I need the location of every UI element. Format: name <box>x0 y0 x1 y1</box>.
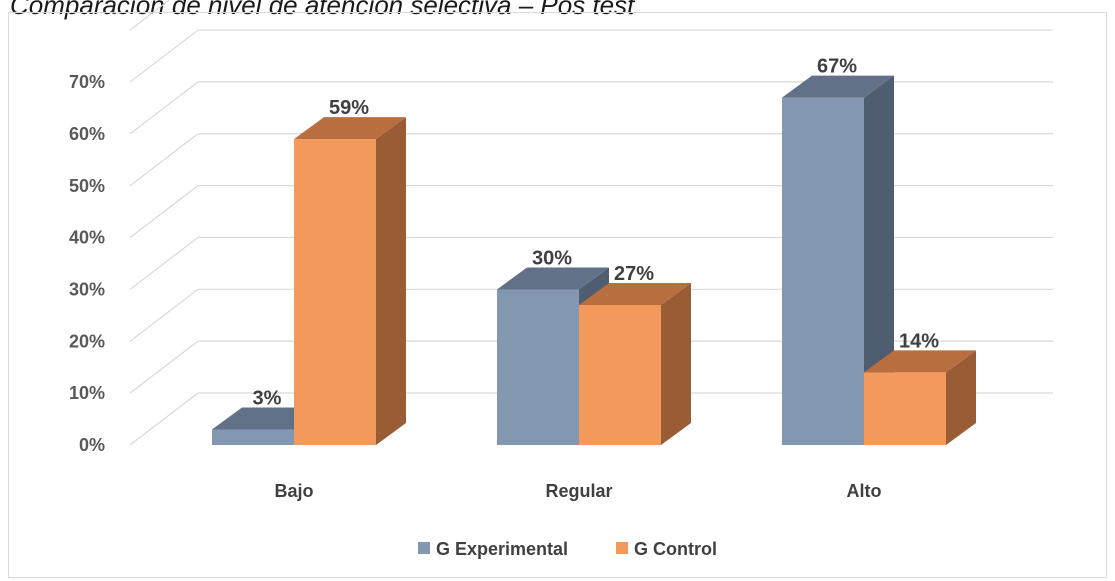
data-label: 3% <box>253 387 282 409</box>
gridline-diagonal <box>129 288 199 342</box>
y-tick-label: 30% <box>69 279 105 299</box>
bar-side <box>376 117 406 446</box>
chart-title: Comparación de nivel de atención selecti… <box>10 0 635 20</box>
data-label: 14% <box>899 330 939 352</box>
y-tick-label: 50% <box>69 176 105 196</box>
legend-swatch <box>616 542 628 554</box>
gridline-diagonal <box>129 340 199 394</box>
bar <box>294 139 376 445</box>
x-tick-label: Alto <box>847 481 882 501</box>
bar-top <box>864 350 976 373</box>
bar <box>579 305 661 445</box>
x-tick-label: Regular <box>545 481 612 501</box>
bar <box>212 429 294 445</box>
bar-top <box>579 283 691 306</box>
legend-label: G Control <box>634 539 717 559</box>
data-label: 30% <box>532 247 572 269</box>
gridline-diagonal <box>129 133 199 187</box>
data-label: 67% <box>817 56 857 78</box>
y-tick-label: 0% <box>79 435 105 455</box>
bar <box>497 289 579 445</box>
gridline-diagonal <box>129 0 171 31</box>
gridline-diagonal <box>129 29 199 83</box>
gridline-diagonal <box>129 185 199 239</box>
gridline-diagonal <box>129 81 199 135</box>
data-label: 27% <box>614 263 654 285</box>
legend-label: G Experimental <box>436 539 568 559</box>
bar-top <box>294 117 406 140</box>
bar-side <box>864 75 894 445</box>
y-tick-label: 70% <box>69 72 105 92</box>
bar-top <box>497 267 609 290</box>
bar-side <box>661 283 691 445</box>
bar-top <box>782 75 894 98</box>
chart-frame <box>8 12 1107 578</box>
legend-swatch <box>418 542 430 554</box>
bar <box>782 97 864 445</box>
x-tick-label: Bajo <box>274 481 313 501</box>
bar-side <box>946 350 976 445</box>
y-tick-label: 10% <box>69 383 105 403</box>
data-label: 59% <box>329 97 369 119</box>
gridline-diagonal <box>129 236 199 290</box>
y-tick-label: 40% <box>69 228 105 248</box>
y-tick-label: 60% <box>69 124 105 144</box>
y-tick-label: 20% <box>69 331 105 351</box>
gridline-diagonal <box>129 392 199 446</box>
bar <box>864 372 946 445</box>
